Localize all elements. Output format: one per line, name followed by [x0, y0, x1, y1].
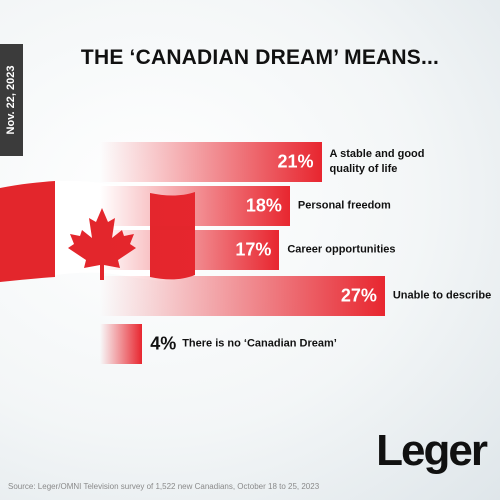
value-label: 18%: [245, 195, 282, 216]
category-label: Career opportunities: [287, 243, 396, 256]
date: Nov. 22, 2023: [5, 65, 17, 135]
logo: Leger: [376, 426, 488, 475]
bar: [100, 230, 280, 270]
category-label: Unable to describe: [392, 289, 492, 302]
value-label: 21%: [277, 151, 314, 172]
bar: [100, 324, 143, 364]
category-label: There is no ‘Canadian Dream’: [182, 337, 337, 350]
value-label: 27%: [340, 285, 377, 306]
value-label: 17%: [235, 239, 272, 260]
source: Source: Leger/OMNI Television survey of …: [8, 482, 320, 491]
bar: [100, 142, 322, 182]
category-label: A stable and good quality of life: [329, 148, 425, 175]
value-label: 4%: [150, 333, 177, 354]
date-tab: [0, 44, 23, 156]
chart-title: THE ‘CANADIAN DREAM’ MEANS...: [80, 46, 440, 69]
bar: [100, 276, 385, 316]
bar: [100, 186, 290, 226]
category-label: Personal freedom: [297, 199, 391, 212]
